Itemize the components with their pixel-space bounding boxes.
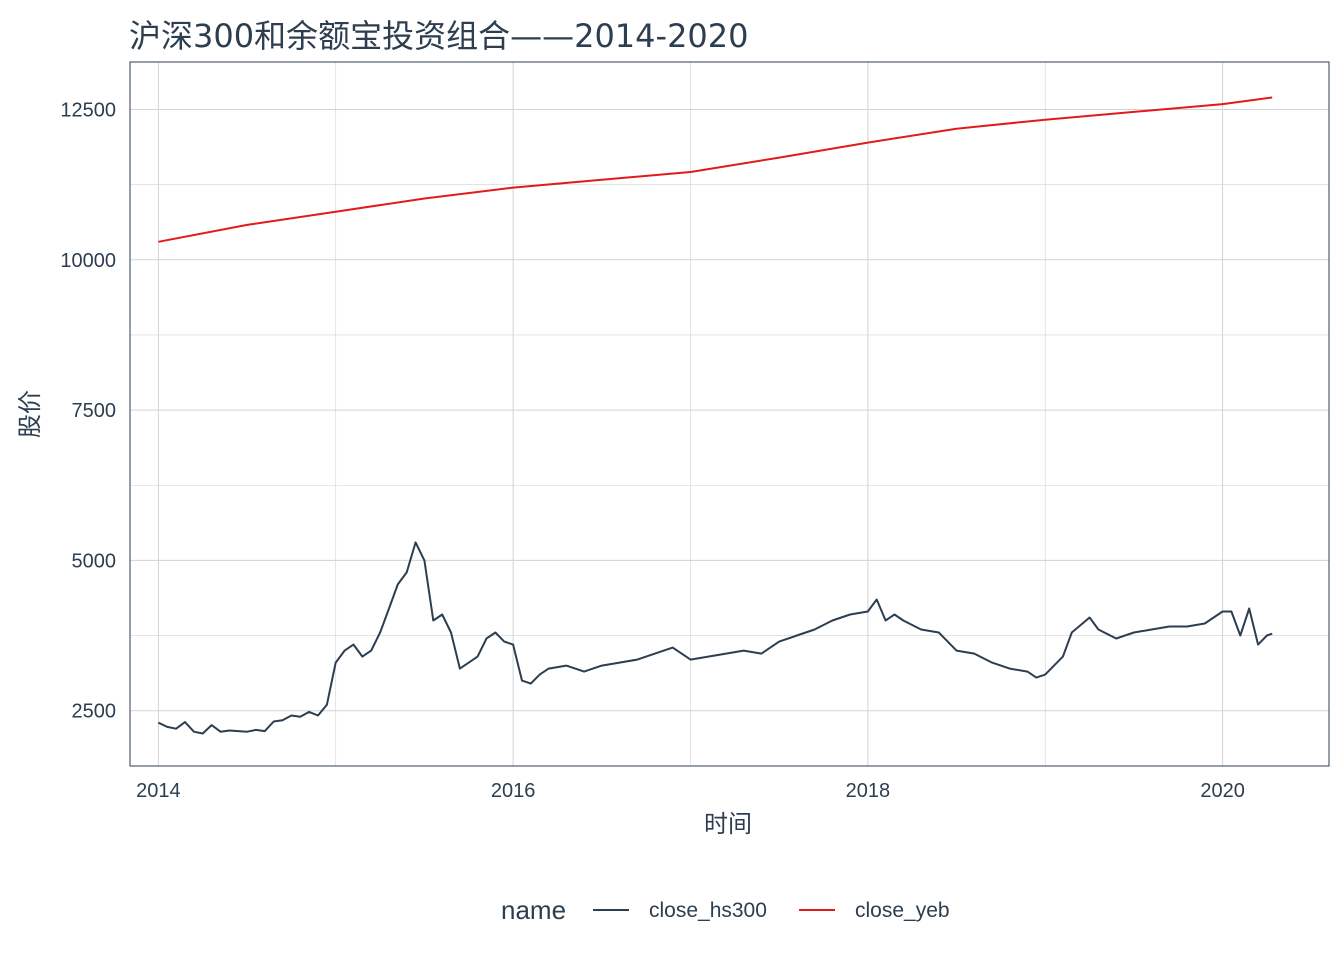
- y-tick-label: 2500: [72, 701, 117, 723]
- x-tick-label: 2020: [1200, 780, 1245, 802]
- x-tick-label: 2016: [491, 780, 536, 802]
- series-line-close-hs300: [157, 541, 1273, 735]
- y-axis-title: 股价: [16, 390, 44, 438]
- x-axis-title: 时间: [704, 810, 752, 838]
- x-tick-label: 2014: [136, 780, 181, 802]
- x-tick-label: 2018: [846, 780, 891, 802]
- legend-label-close-yeb: close_yeb: [855, 899, 950, 922]
- y-tick-label: 10000: [60, 250, 116, 272]
- series-line-close-yeb: [158, 96, 1273, 243]
- series-layer: [157, 96, 1273, 735]
- y-tick-label: 12500: [60, 99, 116, 121]
- legend-item-close-hs300: close_hs300: [593, 899, 767, 922]
- legend-title: name: [501, 895, 566, 925]
- y-tick-label: 5000: [72, 550, 117, 572]
- y-tick-label: 7500: [72, 400, 117, 422]
- chart-title: 沪深300和余额宝投资组合——2014-2020: [129, 17, 749, 55]
- legend-label-close-hs300: close_hs300: [649, 899, 767, 922]
- y-axis-ticks: 2500 5000 7500 10000 12500: [60, 99, 116, 722]
- legend-item-close-yeb: close_yeb: [799, 899, 950, 922]
- grid: [130, 62, 1329, 766]
- legend: name close_hs300 close_yeb: [501, 895, 950, 925]
- panel-border: [129, 61, 1330, 767]
- x-axis-ticks: 2014 2016 2018 2020: [136, 780, 1245, 802]
